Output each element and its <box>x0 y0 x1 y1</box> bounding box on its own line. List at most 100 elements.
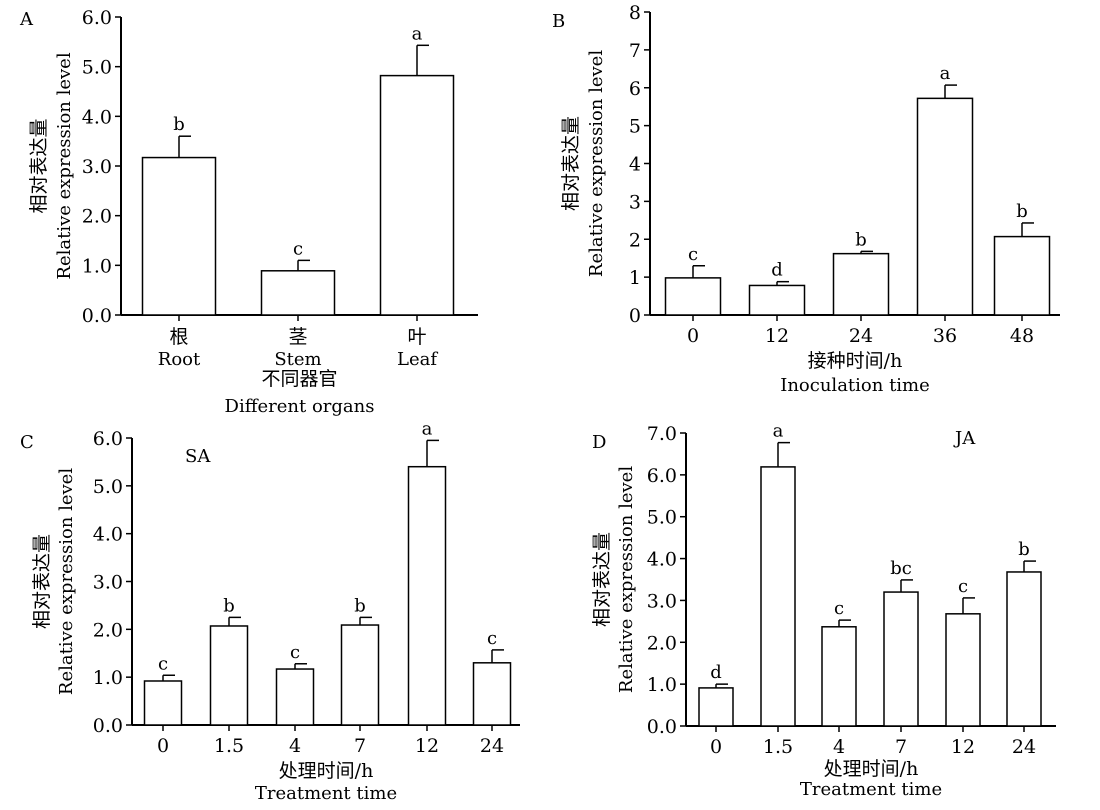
y-tick-label: 6.0 <box>93 428 123 450</box>
y-tick-label: 3.0 <box>93 572 123 594</box>
panel-d: 0.0 1.0 2.0 3.0 4.0 5.0 6.0 7.0 d 0 a 1.5 c 4 bc 7 c 12 b 2… <box>591 421 1056 800</box>
significance-label: a <box>773 421 784 442</box>
panel-title: JA <box>953 428 976 449</box>
significance-label: a <box>422 418 433 439</box>
significance-label: c <box>158 653 168 674</box>
x-tick-label: 0 <box>157 735 169 757</box>
panel-label: B <box>552 11 565 32</box>
y-tick-label: 0.0 <box>93 715 123 737</box>
significance-label: c <box>958 576 968 597</box>
bar <box>821 626 857 727</box>
x-axis-title: Different organs <box>225 396 375 417</box>
panel-label: D <box>592 432 606 453</box>
y-axis-title: Relative expression level <box>56 468 77 695</box>
bar <box>407 465 447 726</box>
bar <box>832 252 890 316</box>
y-tick-label: 1.0 <box>647 674 677 696</box>
significance-label: c <box>487 628 497 649</box>
y-tick-label: 4 <box>629 154 641 176</box>
x-tick-label: 24 <box>1012 736 1036 758</box>
x-tick-label: 12 <box>765 325 789 347</box>
significance-label: c <box>290 642 300 663</box>
y-tick-label: 5 <box>629 116 641 138</box>
x-tick-label: 4 <box>289 735 301 757</box>
y-tick-label: 5.0 <box>647 507 677 529</box>
x-tick-label: 7 <box>895 736 907 758</box>
y-tick-label: 3.0 <box>82 156 112 178</box>
y-axis-title-cn: 相对表达量 <box>31 534 53 629</box>
bar <box>916 97 974 316</box>
y-axis-title: Relative expression level <box>616 466 637 693</box>
y-tick-label: 5.0 <box>82 57 112 79</box>
x-tick-label: 1.5 <box>763 736 793 758</box>
y-tick-label: 4.0 <box>82 106 112 128</box>
x-tick-label: Stem <box>274 349 321 370</box>
x-tick-label: 0 <box>710 736 722 758</box>
x-axis-title-cn: 处理时间/h <box>824 758 919 780</box>
x-tick-label: 24 <box>849 325 873 347</box>
x-tick-label: 4 <box>833 736 845 758</box>
x-axis-title-cn: 不同器官 <box>261 368 337 390</box>
panel-c: 0.0 1.0 2.0 3.0 4.0 5.0 6.0 c 0 b 1.5 c 4 b 7 a 12 c 24 C SA… <box>20 418 520 804</box>
bar <box>748 284 806 316</box>
significance-label: bc <box>890 558 912 579</box>
y-tick-label: 1.0 <box>82 255 112 277</box>
bar <box>143 680 183 726</box>
x-tick-label: 7 <box>354 735 366 757</box>
significance-label: b <box>354 595 366 616</box>
bar <box>275 668 315 726</box>
significance-label: b <box>1016 201 1028 222</box>
y-axis-title: Relative expression level <box>54 52 75 279</box>
significance-label: c <box>293 238 303 259</box>
bar <box>472 662 512 726</box>
significance-label: d <box>771 260 783 281</box>
x-tick-label: Root <box>158 349 201 370</box>
x-tick-label: Leaf <box>397 349 438 370</box>
y-axis-title-cn: 相对表达量 <box>591 532 613 627</box>
bar <box>209 625 249 726</box>
y-tick-label: 2.0 <box>647 632 677 654</box>
significance-label: b <box>1018 539 1030 560</box>
y-tick-label: 4.0 <box>647 549 677 571</box>
y-tick-label: 0.0 <box>647 716 677 738</box>
panel-label: A <box>19 9 34 30</box>
bar <box>141 156 217 316</box>
bar <box>664 277 722 316</box>
y-tick-label: 7 <box>629 40 641 62</box>
bar <box>1006 571 1042 727</box>
significance-label: c <box>688 244 698 265</box>
y-tick-label: 4.0 <box>93 524 123 546</box>
bar <box>993 235 1051 316</box>
bar <box>760 466 796 727</box>
bar <box>883 591 919 727</box>
y-tick-label: 6.0 <box>82 7 112 29</box>
panel-label: C <box>20 432 34 453</box>
x-tick-label-cn: 根 <box>169 326 188 348</box>
significance-label: c <box>834 598 844 619</box>
y-tick-label: 1 <box>629 267 641 289</box>
bar <box>340 624 380 726</box>
bar <box>698 687 734 727</box>
significance-label: b <box>855 229 867 250</box>
x-tick-label: 48 <box>1010 325 1034 347</box>
x-axis-title: Treatment time <box>800 779 942 800</box>
x-axis-title-cn: 接种时间/h <box>808 350 903 372</box>
y-axis-title: Relative expression level <box>586 50 607 277</box>
y-tick-label: 2.0 <box>82 206 112 228</box>
x-axis-title: Treatment time <box>255 783 397 804</box>
bar <box>260 270 336 316</box>
x-axis-title: Inoculation time <box>780 375 930 396</box>
y-tick-label: 5.0 <box>93 476 123 498</box>
x-tick-label: 1.5 <box>214 735 244 757</box>
x-tick-label-cn: 茎 <box>288 326 307 348</box>
significance-label: a <box>412 23 423 44</box>
y-axis-title-cn: 相对表达量 <box>28 118 50 213</box>
significance-label: b <box>223 595 235 616</box>
significance-label: b <box>173 114 185 135</box>
y-tick-label: 3 <box>629 191 641 213</box>
panel-title: SA <box>185 446 211 467</box>
y-tick-label: 3.0 <box>647 590 677 612</box>
y-axis-title-cn: 相对表达量 <box>560 116 582 211</box>
y-tick-label: 8 <box>629 2 641 24</box>
x-tick-label: 12 <box>951 736 975 758</box>
